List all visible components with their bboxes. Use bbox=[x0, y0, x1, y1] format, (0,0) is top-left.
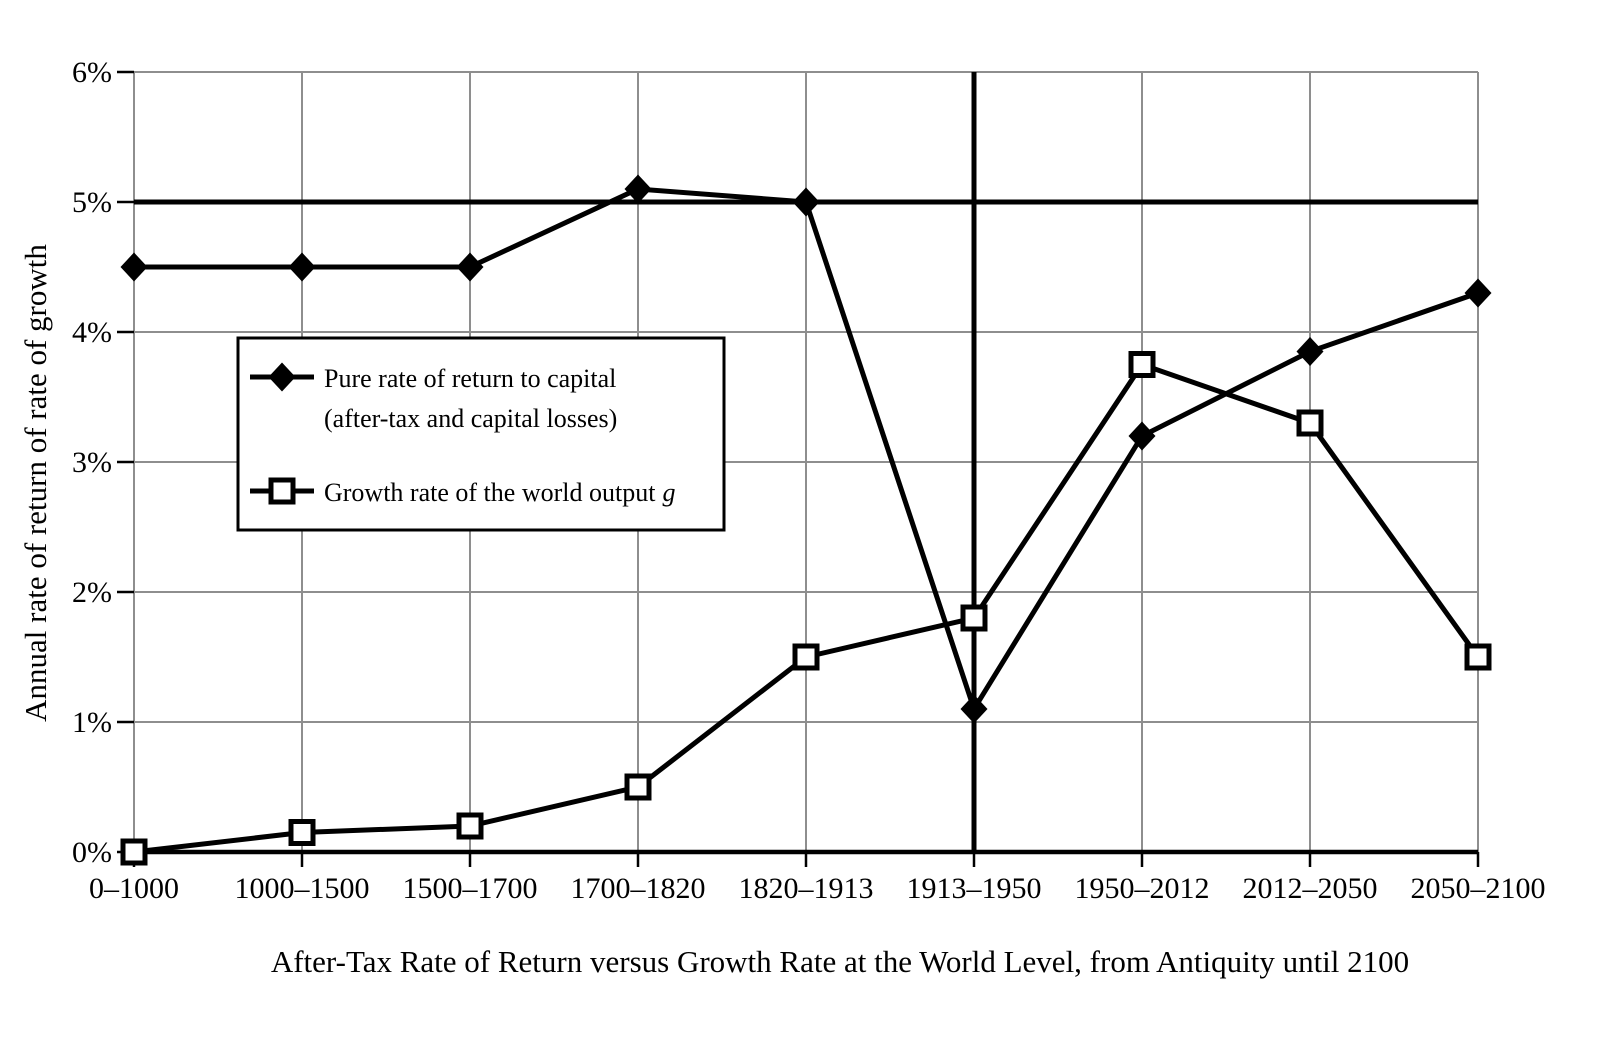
marker-diamond bbox=[456, 252, 484, 282]
marker-square bbox=[456, 812, 484, 840]
marker-square bbox=[1464, 643, 1492, 671]
legend-label-return-line1: Pure rate of return to capital bbox=[324, 364, 616, 393]
y-tick-label: 0% bbox=[72, 836, 112, 869]
marker-square bbox=[1296, 409, 1324, 437]
marker-square bbox=[792, 643, 820, 671]
marker-diamond bbox=[1464, 278, 1492, 308]
x-tick-label: 1820–1913 bbox=[739, 872, 874, 905]
x-tick-label: 1913–1950 bbox=[907, 872, 1042, 905]
legend: Pure rate of return to capital (after-ta… bbox=[236, 336, 726, 532]
marker-diamond bbox=[1296, 337, 1324, 366]
x-tick-label: 1700–1820 bbox=[571, 872, 706, 905]
y-tick-label: 3% bbox=[72, 446, 112, 479]
marker-diamond bbox=[288, 252, 316, 282]
legend-label-growth-text: Growth rate of the world output bbox=[324, 478, 656, 507]
x-tick-label: 1000–1500 bbox=[235, 872, 370, 905]
y-tick-label: 4% bbox=[72, 316, 112, 349]
marker-diamond bbox=[792, 187, 820, 217]
marker-diamond bbox=[960, 694, 988, 724]
marker-diamond bbox=[120, 252, 148, 282]
legend-diamond-icon bbox=[268, 362, 296, 392]
x-tick-label: 1950–2012 bbox=[1075, 872, 1210, 905]
marker-diamond bbox=[1128, 421, 1156, 451]
plot-area: 0% 1% 2% 3% 4% 5% 6% 0–1000 1000–1500 1500–1700 17… bbox=[72, 56, 1546, 905]
marker-square bbox=[624, 773, 652, 801]
y-tick-label: 6% bbox=[72, 56, 112, 89]
marker-square bbox=[288, 819, 316, 846]
marker-square bbox=[960, 604, 988, 632]
marker-square bbox=[1128, 351, 1156, 378]
x-tick-label: 0–1000 bbox=[89, 872, 179, 905]
x-tick-label: 2050–2100 bbox=[1411, 872, 1546, 905]
chart-caption: After-Tax Rate of Return versus Growth R… bbox=[271, 944, 1409, 979]
legend-label-growth: Growth rate of the world output g bbox=[324, 478, 675, 507]
x-tick-label: 2012–2050 bbox=[1243, 872, 1378, 905]
legend-square-icon bbox=[268, 477, 296, 505]
legend-label-growth-g: g bbox=[662, 478, 675, 507]
legend-box bbox=[236, 336, 726, 532]
y-tick-label: 2% bbox=[72, 576, 112, 609]
y-tick-label: 5% bbox=[72, 186, 112, 219]
marker-square bbox=[120, 838, 148, 866]
y-axis-title: Annual rate of return of rate of growth bbox=[18, 244, 53, 722]
legend-label-return-line2: (after-tax and capital losses) bbox=[324, 404, 617, 433]
x-tick-label: 1500–1700 bbox=[403, 872, 538, 905]
marker-diamond bbox=[624, 174, 652, 204]
y-tick-label: 1% bbox=[72, 706, 112, 739]
